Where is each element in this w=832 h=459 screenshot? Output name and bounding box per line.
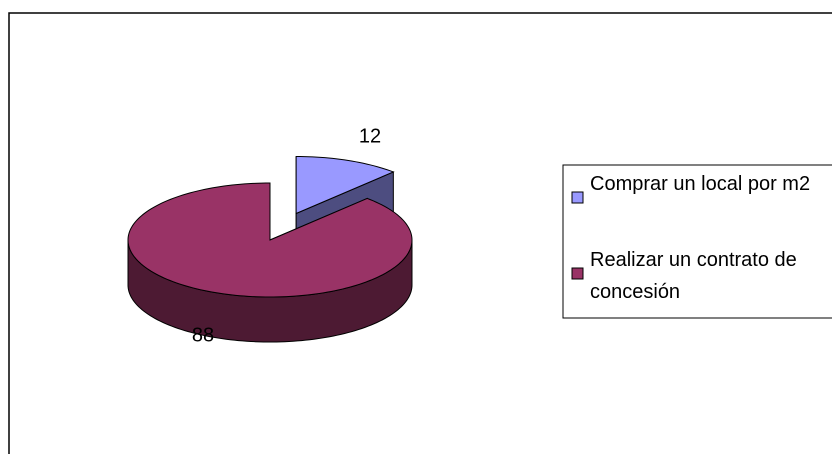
data-label: 88 (192, 324, 214, 346)
legend-label: Comprar un local por m2 (590, 173, 810, 195)
data-label: 12 (359, 125, 381, 147)
pie: 12 88 (127, 125, 413, 346)
legend-swatch (571, 191, 584, 204)
slice (295, 155, 395, 215)
legend-line: Realizar un contrato de (590, 249, 802, 271)
legend-swatch (571, 267, 584, 280)
legend-line: concesión (590, 281, 680, 303)
slice (127, 182, 413, 298)
legend-line: Comprar un local por m2 (590, 173, 810, 195)
legend-box (562, 164, 832, 319)
legend-label: Realizar un contrato de concesión (590, 249, 802, 303)
legend: Comprar un local por m2 Realizar un contr… (571, 173, 810, 303)
